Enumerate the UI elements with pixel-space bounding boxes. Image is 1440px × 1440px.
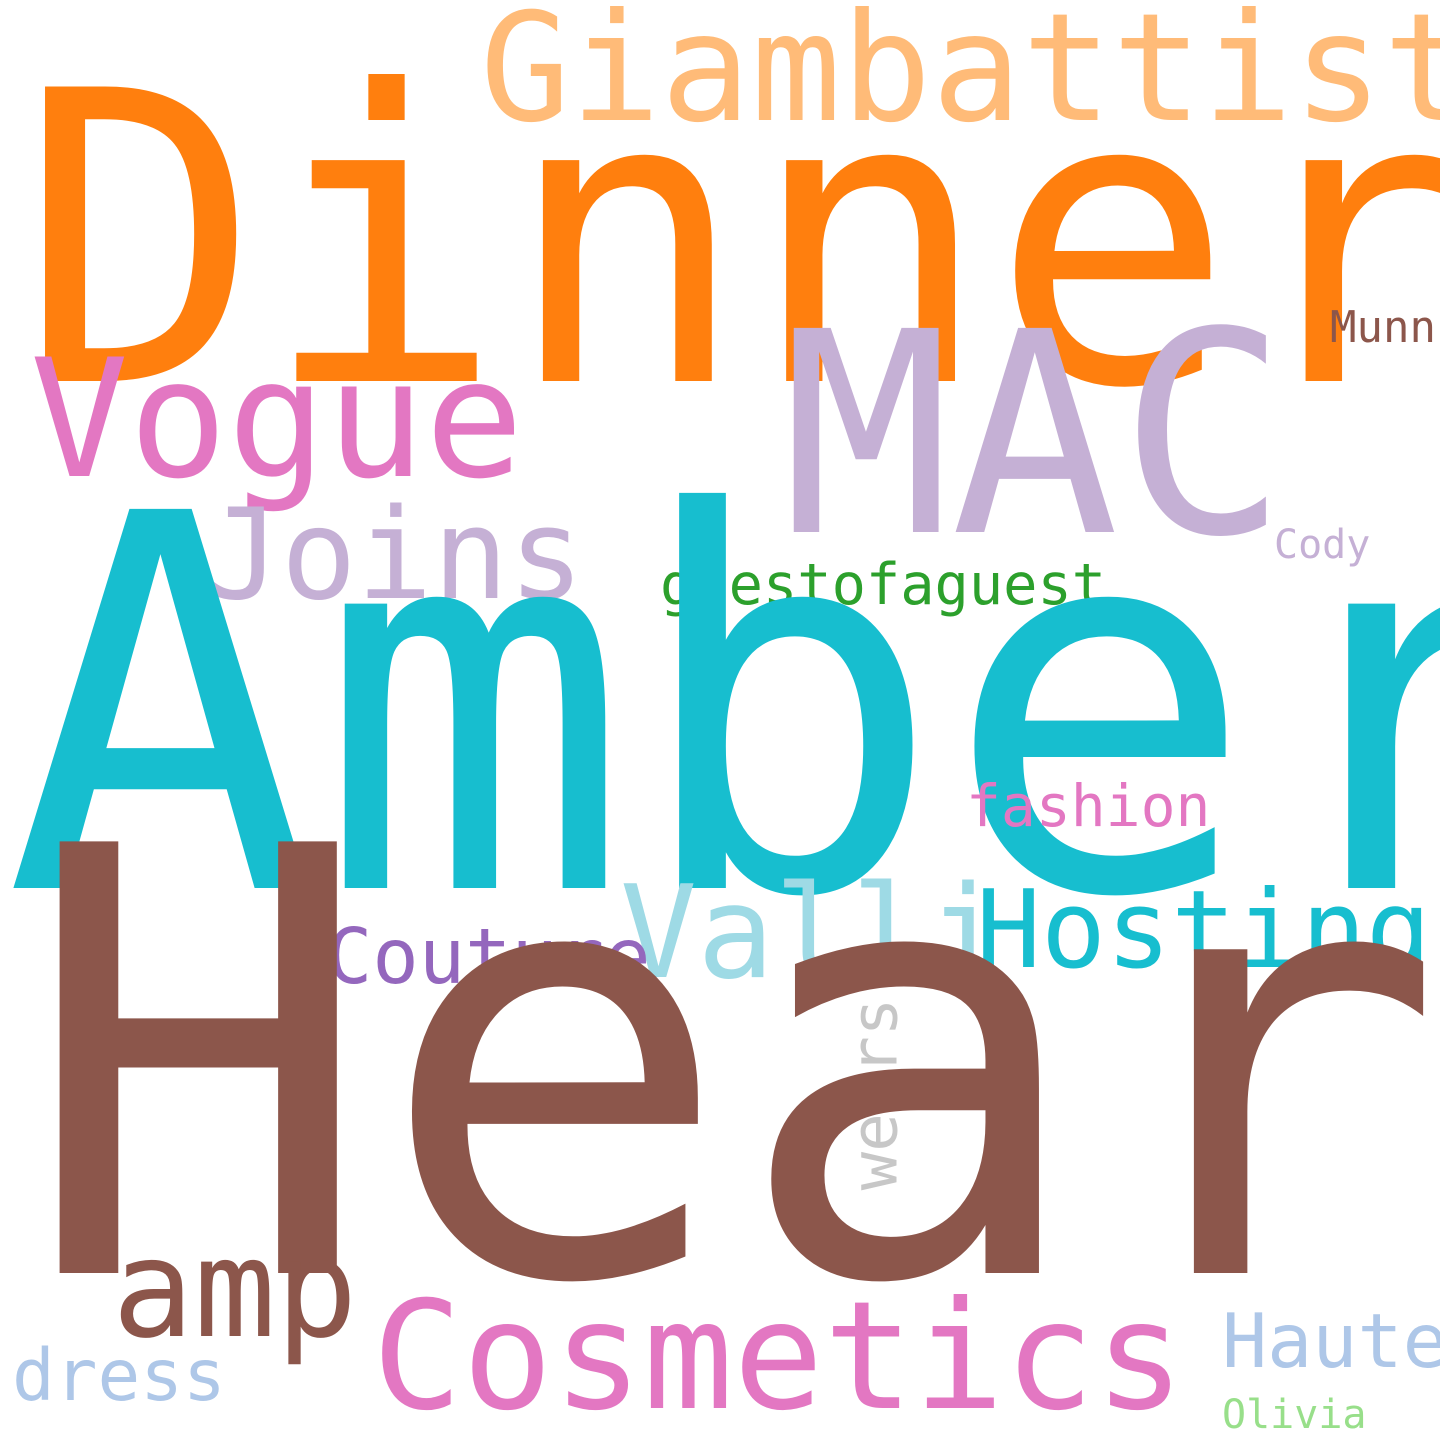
word-guestofaguest: guestofaguest (660, 552, 1107, 618)
word-heard: Heard (20, 723, 1440, 1413)
word-dinner: Dinner (18, 7, 1440, 477)
word-hosting: Hosting (976, 868, 1432, 993)
word-munn: Munn (1330, 302, 1436, 353)
word-valli: Valli (620, 859, 1006, 1008)
word-cody: Cody (1274, 522, 1371, 568)
word-amp: amp (112, 1211, 358, 1369)
word-couture: Couture (326, 913, 651, 1002)
word-giambattista: Giambattista (480, 0, 1440, 156)
word-joins: Joins (205, 481, 585, 628)
word-cosmetics: Cosmetics (372, 1270, 1185, 1440)
word-vogue: Vogue (30, 324, 524, 515)
word-amber: Amber (4, 405, 1440, 1011)
word-haute: Haute (1222, 1297, 1440, 1385)
word-olivia: Olivia (1222, 1392, 1367, 1438)
word-mac: MAC (782, 273, 1288, 599)
word-fashion: fashion (966, 772, 1211, 840)
word-dress: dress (12, 1334, 226, 1417)
